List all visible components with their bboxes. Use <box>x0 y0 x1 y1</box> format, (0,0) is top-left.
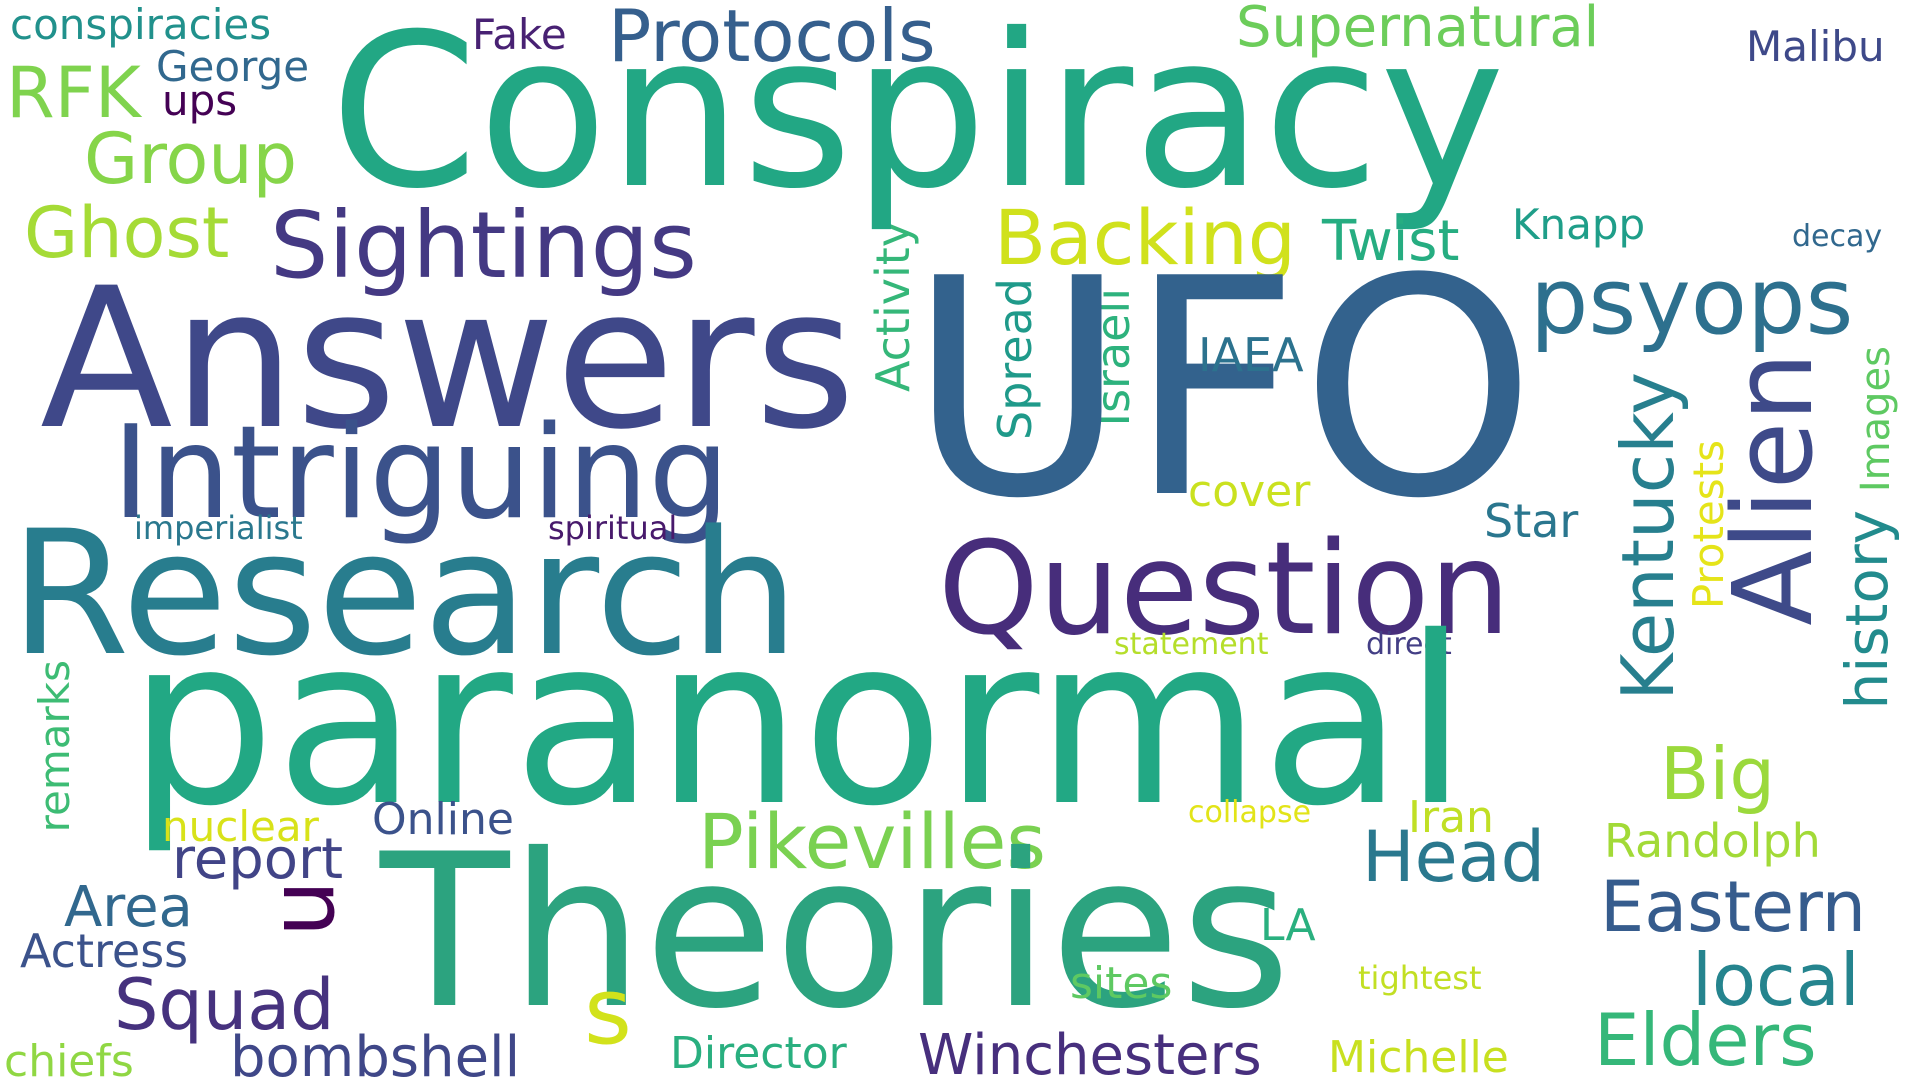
word-kentucky: Kentucky <box>1606 372 1690 701</box>
word-pikevilles: Pikevilles <box>698 797 1047 886</box>
word-head: Head <box>1362 816 1546 898</box>
word-george: George <box>156 42 310 91</box>
word-ghost: Ghost <box>24 192 230 274</box>
word-chiefs: chiefs <box>4 1036 134 1087</box>
word-iaea: IAEA <box>1198 328 1304 382</box>
word-tightest: tightest <box>1358 959 1482 997</box>
word-imperialist: imperialist <box>134 509 303 547</box>
word-history: history <box>1833 510 1901 710</box>
word-protests: Protests <box>1684 440 1733 610</box>
word-malibu: Malibu <box>1746 22 1885 71</box>
word-direct: direct <box>1366 627 1452 662</box>
word-sites: sites <box>1070 958 1173 1009</box>
word-protocols: Protocols <box>608 0 936 78</box>
word-randolph: Randolph <box>1604 814 1821 868</box>
word-supernatural: Supernatural <box>1236 0 1600 60</box>
word-area: Area <box>64 875 193 940</box>
word-alien: Alien <box>1709 352 1837 626</box>
word-online: Online <box>372 794 514 845</box>
word-statement: statement <box>1114 627 1269 662</box>
word-knapp: Knapp <box>1512 200 1646 249</box>
word-conspiracies: conspiracies <box>10 0 272 49</box>
word-conspiracy: Conspiracy <box>330 0 1506 235</box>
word-intriguing: Intriguing <box>112 399 730 548</box>
word-squad: Squad <box>114 964 335 1046</box>
word-theories: Theories <box>380 808 1291 1055</box>
word-sightings: Sightings <box>270 192 697 299</box>
word-report: report <box>172 827 344 892</box>
word-elders: Elders <box>1594 998 1817 1082</box>
word-decay: decay <box>1792 219 1883 254</box>
word-director: Director <box>670 1028 847 1079</box>
word-question: Question <box>938 515 1511 664</box>
word-ufo: UFO <box>908 215 1537 564</box>
word-eastern: Eastern <box>1600 866 1867 948</box>
word-images: Images <box>1853 346 1899 493</box>
word-star: Star <box>1484 494 1579 548</box>
word-cover: cover <box>1188 466 1311 517</box>
word-twist: Twist <box>1322 209 1460 274</box>
word-s: s <box>584 958 632 1065</box>
word-group: Group <box>84 118 298 200</box>
word-ups: ups <box>162 76 238 125</box>
word-fake: Fake <box>472 10 567 59</box>
word-psyops: psyops <box>1530 248 1854 355</box>
word-winchesters: Winchesters <box>918 1023 1262 1088</box>
word-answers: Answers <box>40 246 856 472</box>
word-nuclear: nuclear <box>162 802 319 851</box>
word-rfk: RFK <box>6 52 141 134</box>
word-actress: Actress <box>20 924 189 978</box>
word-collapse: collapse <box>1188 795 1312 830</box>
word-la: LA <box>1260 900 1316 951</box>
word-paranormal: paranormal <box>128 587 1468 857</box>
word-local: local <box>1692 938 1860 1022</box>
word-research: Research <box>10 493 799 694</box>
word-spiritual: spiritual <box>548 509 678 547</box>
word-big: Big <box>1660 732 1776 816</box>
word-iran: Iran <box>1408 792 1494 843</box>
word-bombshell: bombshell <box>230 1025 521 1090</box>
word-michelle: Michelle <box>1328 1032 1509 1083</box>
word-backing: Backing <box>994 193 1297 282</box>
